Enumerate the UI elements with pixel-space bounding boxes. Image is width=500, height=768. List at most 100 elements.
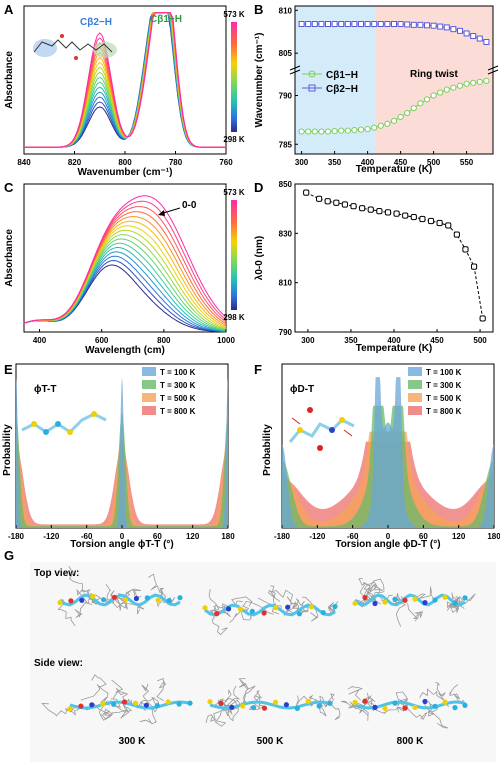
- atom: [412, 596, 418, 602]
- legend-label-cb1: Cβ1−H: [326, 70, 358, 81]
- atom: [57, 599, 63, 606]
- x-tick-label-a: 760: [219, 158, 233, 167]
- md-snapshots: [41, 566, 476, 729]
- x-axis-label-e: Torsion angle ϕT-T (°): [70, 539, 174, 550]
- point-cb1: [423, 96, 431, 103]
- atom: [251, 705, 257, 711]
- x-tick-label-c: 1000: [217, 336, 235, 345]
- panel-b: B Ring twist 300 350 400 450 500 550 810 805 790…: [254, 2, 499, 175]
- x-tick-label-b: 350: [328, 158, 342, 167]
- inset-label-e: ϕT-T: [34, 384, 57, 395]
- spectrum-curve-c: [23, 229, 227, 330]
- point-cb2: [391, 21, 397, 27]
- atom: [305, 698, 311, 705]
- point-cb1: [390, 117, 398, 124]
- panel-label-c: C: [4, 180, 14, 195]
- atom: [226, 606, 232, 612]
- x-ticks-e: -180 -120 -60 0 60 120 180: [8, 525, 235, 541]
- atom: [237, 606, 244, 612]
- point-cb2: [463, 30, 470, 37]
- atom: [89, 702, 95, 708]
- alkyl-chain: [417, 586, 434, 600]
- colorbar-c: [231, 200, 237, 310]
- distribution-areas-f: [282, 377, 494, 528]
- point-cb2: [331, 21, 338, 27]
- point-cb1: [456, 82, 464, 89]
- inset-label-f: ϕD-T: [290, 384, 314, 395]
- atom: [121, 699, 128, 705]
- panel-g: G Top view: Side view: 300 K 500 K 800 K: [4, 548, 496, 762]
- x-tick-label: 0: [386, 532, 391, 541]
- alkyl-chain: [302, 596, 319, 622]
- point-cb1: [384, 120, 391, 127]
- atom: [67, 706, 73, 712]
- atom: [432, 597, 438, 603]
- alkyl-chain: [419, 688, 450, 708]
- point-cb1: [364, 126, 371, 133]
- alkyl-chain: [225, 686, 241, 714]
- atom: [101, 597, 107, 603]
- spectrum-curve-c: [23, 211, 227, 325]
- axis-break-b: [289, 65, 499, 75]
- alkyl-chain: [74, 601, 93, 618]
- x-tick-label-b: 300: [295, 158, 309, 167]
- spectrum-curve-a: [24, 12, 226, 148]
- panel-f: F -180 -120 -60 0 60 120 180 T = 100 K T = 300 …: [254, 362, 500, 550]
- point-cb1: [450, 84, 457, 91]
- atom: [214, 611, 220, 617]
- legend-b: Cβ1−H Cβ2−H: [302, 70, 358, 95]
- alkyl-chain: [64, 707, 90, 716]
- x-tick-label: -120: [309, 532, 326, 541]
- point-cb2: [364, 21, 371, 27]
- y-axis-label-e: Probability: [2, 424, 13, 476]
- panel-label-f: F: [254, 362, 262, 377]
- data-points-d: [303, 189, 486, 322]
- alkyl-chain: [110, 687, 126, 708]
- spectrum-curve-a: [24, 12, 226, 148]
- point-cb1: [351, 127, 358, 134]
- alkyl-chain: [141, 683, 155, 709]
- point-cb2: [424, 22, 430, 29]
- x-tick-label-a: 780: [169, 158, 183, 167]
- atom: [285, 604, 291, 610]
- point-cb2: [404, 21, 411, 28]
- legend-swatch: [142, 406, 156, 415]
- atom: [412, 704, 418, 711]
- legend-marker-cb2: [308, 84, 316, 92]
- y-tick-label-b: 805: [279, 49, 293, 58]
- panel-d: D 300 350 400 450 500 850 830 810 790 Temperatur…: [254, 180, 494, 354]
- point-cb2: [311, 21, 318, 27]
- atom: [352, 600, 358, 606]
- molecule-inset-e: [21, 411, 107, 435]
- alkyl-chain: [229, 608, 256, 623]
- x-tick-label-b: 450: [394, 158, 408, 167]
- x-axis-label-d: Temperature (K): [356, 343, 433, 354]
- alkyl-chain: [327, 601, 339, 615]
- alkyl-chain: [317, 701, 330, 717]
- alkyl-chain: [205, 708, 227, 727]
- point-cb2: [344, 21, 351, 27]
- x-tick-label-c: 400: [33, 336, 47, 345]
- panel-label-g: G: [4, 548, 14, 563]
- atom: [240, 703, 246, 709]
- legend-label: T = 800 K: [426, 407, 462, 416]
- panel-e: E -180 -120 -60 0 60 120 180 T = 100 K T = 300 …: [2, 362, 235, 550]
- atom: [283, 702, 289, 708]
- spectrum-curve-c: [23, 220, 227, 327]
- point-d: [479, 315, 486, 322]
- alkyl-chain: [110, 590, 127, 609]
- point-d: [359, 205, 366, 212]
- x-tick-label: 180: [487, 532, 500, 541]
- point-cb2: [397, 21, 404, 27]
- atom: [207, 699, 213, 705]
- annotation-arrowhead-c: [158, 210, 165, 216]
- atom: [372, 600, 378, 607]
- point-cb2: [298, 21, 305, 27]
- legend-label: T = 800 K: [160, 407, 196, 416]
- atom: [308, 604, 314, 610]
- x-axis-label-a: Wavenumber (cm⁻¹): [78, 167, 173, 178]
- colorbar-bottom-a: 298 K: [223, 135, 245, 144]
- atom: [296, 611, 303, 617]
- legend-label: T = 500 K: [160, 394, 196, 403]
